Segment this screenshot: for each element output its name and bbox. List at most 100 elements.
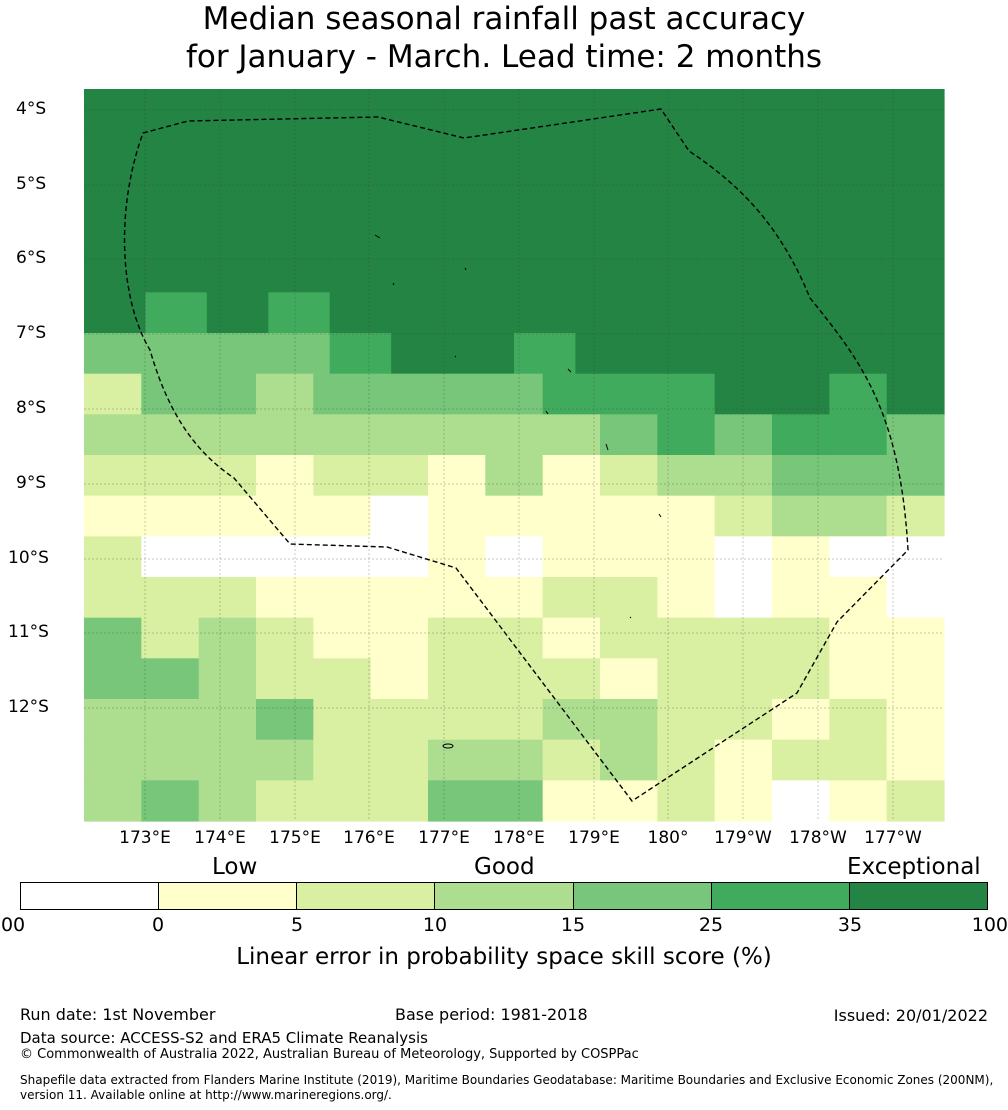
map-cell [542,536,601,578]
lon-label: 175°E [269,828,321,848]
map-cell [145,129,208,171]
map-cell [829,780,888,822]
map-cell [84,211,147,253]
map-cell [772,658,830,700]
map-cell [514,292,577,334]
map-cell [198,577,257,619]
map-cell [698,251,761,293]
map-cell [759,89,822,131]
map-cell [485,780,544,822]
map-cell [313,577,372,619]
map-cell [600,455,658,497]
islands [374,234,662,749]
colorbar-segment [159,883,298,909]
map-cell [829,414,888,456]
graticule [84,89,944,821]
lat-label: 8°S [16,398,47,418]
map-cell [206,251,269,293]
map-cell [313,455,372,497]
lon-label: 179°W [714,828,772,848]
map-cell [714,414,773,456]
map-cell [575,89,638,131]
map-cell [313,495,372,537]
map-cell [759,211,822,253]
map-cell [600,780,658,822]
map-cell [329,129,392,171]
map-cell [198,739,257,781]
map-cell [198,414,257,456]
lon-label: 179°E [568,828,620,848]
map-cell [714,577,773,619]
map-cell [600,536,658,578]
map-cell [714,536,773,578]
map-cell [313,536,372,578]
map-cell [370,739,429,781]
colorbar-tick: 35 [837,914,863,936]
colorbar-tick: -100 [0,914,26,936]
map-cell [428,739,486,781]
colorbar-label: Linear error in probability space skill … [236,944,772,970]
map-cell [600,658,658,700]
map-cell [485,536,544,578]
map-cell [329,211,392,253]
map-cell [141,780,200,822]
map-cell [370,658,429,700]
map-cell [882,333,945,375]
map-cell [886,617,945,659]
lon-label: 178°W [789,828,847,848]
map-cell [370,780,429,822]
map-cell [698,333,761,375]
colorbar-segment [297,883,436,909]
map-cell [145,333,208,375]
map-cell [829,495,888,537]
run-date: Run date: 1st November [20,1005,216,1024]
map-cell [600,373,658,415]
map-cell [829,658,888,700]
map-cell [256,414,314,456]
map-cell [268,292,331,334]
map-cell [886,577,945,619]
map-cell [772,455,830,497]
map-cell [485,699,544,741]
lon-label: 173°E [119,828,171,848]
map-cell [145,292,208,334]
lat-label: 5°S [16,174,47,194]
shapefile-credit-line1: Shapefile data extracted from Flanders M… [20,1073,994,1087]
map-cell [714,739,773,781]
map-cell [84,739,142,781]
map-cell [256,536,314,578]
map-cell [206,89,269,131]
map-cell [714,495,773,537]
map-cell [698,211,761,253]
map-cell [256,373,314,415]
map-cell [514,211,577,253]
map-cell [821,333,884,375]
map-cell [600,495,658,537]
map-cell [485,455,544,497]
map-cell [428,455,486,497]
map-cell [428,495,486,537]
map-cell [256,495,314,537]
map-cell [657,617,716,659]
map-cell [84,658,142,700]
map-cell [256,658,314,700]
map-cell [882,89,945,131]
chart-title-line1: Median seasonal rainfall past accuracy [202,1,806,37]
map-cell [141,658,200,700]
lon-label: 174°E [194,828,246,848]
map-cell [542,495,601,537]
map-cell [600,739,658,781]
map-cell [206,333,269,375]
grid-cells [84,89,945,822]
map-cell [600,617,658,659]
map-cell [575,211,638,253]
map-cell [759,170,822,212]
map-cell [485,739,544,781]
map-cell [821,251,884,293]
map-cell [542,577,601,619]
lon-label: 176°E [343,828,395,848]
map-cell [657,373,716,415]
map-cell [772,536,830,578]
map-cell [600,414,658,456]
map-cell [84,333,147,375]
